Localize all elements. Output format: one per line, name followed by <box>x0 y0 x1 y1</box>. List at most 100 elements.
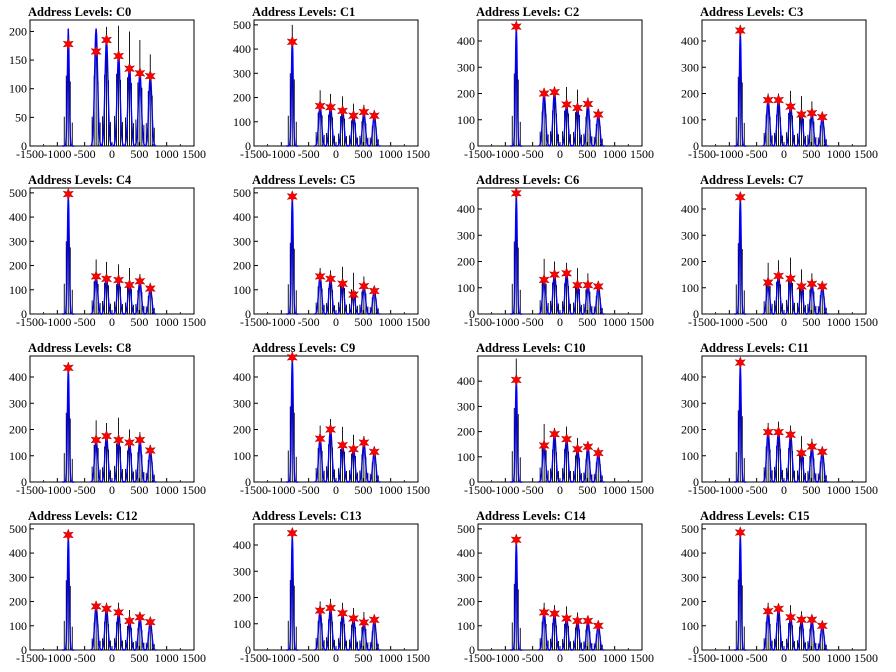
x-tick-label: -500 <box>298 147 320 161</box>
y-tick-label: 200 <box>233 591 251 605</box>
chart-panel: Address Levels: C13 0 100 200 300 400 -1500 -10… <box>224 504 448 672</box>
y-tick-label: 400 <box>233 42 251 56</box>
x-tick-label: 500 <box>354 315 372 329</box>
peak-marker <box>336 277 349 291</box>
y-tick-label: 200 <box>233 259 251 273</box>
peak-marker <box>582 97 594 111</box>
histogram-plot: 0 100 200 300 400 -1500 -1000 -500 0 500 1000 1500 <box>457 186 654 329</box>
chart-panel: Address Levels: C5 0 100 200 300 400 500 -1500-… <box>224 168 448 336</box>
x-tick-label: 0 <box>557 651 563 665</box>
x-tick-label: -1000 <box>43 147 71 161</box>
x-tick-label: 1500 <box>630 651 654 665</box>
x-tick-label: -1000 <box>267 651 295 665</box>
x-tick-label: 0 <box>109 147 115 161</box>
x-tick-label: -500 <box>74 315 96 329</box>
x-tick-label: 0 <box>109 651 115 665</box>
x-tick-label: 500 <box>354 483 372 497</box>
y-tick-label: 400 <box>457 374 475 388</box>
x-tick-label: 1000 <box>155 651 179 665</box>
peak-marker <box>90 600 102 613</box>
plot-frame <box>253 19 419 147</box>
peak-marker <box>784 100 797 113</box>
histogram-plot: 0 50 100 150 200 -1500 -1000 -500 0 500 1000 1500 <box>9 19 206 161</box>
chart-panel: Address Levels: C2 0 100 200 300 400 -1500 -100… <box>448 0 672 168</box>
y-tick-label: 200 <box>681 595 699 609</box>
y-tick-label: 100 <box>457 281 475 295</box>
x-tick-label: 500 <box>578 315 596 329</box>
y-tick-label: 200 <box>233 91 251 105</box>
peak-marker <box>538 606 550 619</box>
y-tick-label: 300 <box>9 570 27 584</box>
peak-marker <box>144 444 156 457</box>
y-tick-label: 400 <box>233 210 251 224</box>
x-tick-label: -1000 <box>715 483 743 497</box>
histogram-plot: 0 100 200 300 400 -1500 -1000 -500 0 500 1000 1500 <box>681 355 878 497</box>
peak-marker <box>123 278 136 292</box>
histogram-plot: 0 100 200 300 400 500 -1500 -1000 -500 0 500 1000 15… <box>233 186 430 329</box>
plot-frame <box>477 19 643 147</box>
x-tick-label: -500 <box>522 483 544 497</box>
chart-panel: Address Levels: C8 0 100 200 300 400 -1500 -100… <box>0 336 224 504</box>
x-tick-label: 500 <box>802 147 820 161</box>
y-tick-label: 300 <box>233 234 251 248</box>
chart-panel: Address Levels: C7 0 100 200 300 400 -1500 -100… <box>672 168 896 336</box>
y-tick-label: 100 <box>681 449 699 463</box>
peak-marker <box>325 423 337 436</box>
x-tick-label: -1500 <box>240 315 268 329</box>
peak-marker <box>358 616 370 629</box>
chart-title: Address Levels: C6 <box>476 173 580 187</box>
x-tick-label: -500 <box>74 147 96 161</box>
x-tick-label: 1000 <box>603 651 627 665</box>
peak-marker <box>816 280 828 293</box>
peak-marker <box>592 108 604 121</box>
y-tick-label: 400 <box>681 34 699 48</box>
y-tick-label: 400 <box>457 34 475 48</box>
histogram-plot: 0 100 200 300 400 -1500 -1000 -500 0 500 1000 1500 <box>681 19 878 161</box>
x-tick-label: 1500 <box>854 315 878 329</box>
x-tick-label: 500 <box>578 483 596 497</box>
chart-title: Address Levels: C12 <box>28 509 138 523</box>
chart-title: Address Levels: C3 <box>700 5 804 19</box>
x-tick-label: -500 <box>298 651 320 665</box>
plot-frame <box>29 19 195 147</box>
y-tick-label: 0 <box>469 643 475 657</box>
x-tick-label: 1000 <box>379 315 403 329</box>
x-tick-label: -1500 <box>240 483 268 497</box>
x-tick-label: 500 <box>578 651 596 665</box>
peak-marker <box>358 105 370 119</box>
x-tick-label: -1000 <box>43 315 71 329</box>
peak-marker <box>286 35 298 49</box>
x-tick-label: 1000 <box>379 147 403 161</box>
x-tick-label: 500 <box>130 147 148 161</box>
peak-marker <box>560 612 573 625</box>
peak-marker <box>286 526 298 540</box>
fit-curve <box>62 28 75 147</box>
plot-frame <box>477 355 643 483</box>
peak-marker <box>816 619 828 633</box>
y-tick-label: 100 <box>457 113 475 127</box>
peak-marker <box>347 442 360 456</box>
x-tick-label: -500 <box>522 147 544 161</box>
x-tick-label: 1500 <box>854 651 878 665</box>
y-tick-label: 0 <box>245 475 251 489</box>
x-tick-label: -1000 <box>43 483 71 497</box>
chart-panel: Address Levels: C0 0 50 100 150 200 -1500 -1000… <box>0 0 224 168</box>
y-tick-label: 100 <box>233 449 251 463</box>
peak-marker <box>560 98 573 111</box>
x-tick-label: -1500 <box>464 147 492 161</box>
peak-marker <box>772 93 785 107</box>
peak-marker <box>62 37 74 51</box>
x-tick-label: 1500 <box>630 147 654 161</box>
y-tick-label: 0 <box>469 307 475 321</box>
peak-marker <box>123 62 136 76</box>
plot-frame <box>477 523 643 651</box>
y-tick-label: 200 <box>9 24 27 38</box>
plot-frame <box>701 523 867 651</box>
peak-marker <box>772 602 785 616</box>
x-tick-label: 1500 <box>406 483 430 497</box>
x-tick-label: 500 <box>802 483 820 497</box>
y-tick-label: 100 <box>9 283 27 297</box>
chart-title: Address Levels: C0 <box>28 5 132 19</box>
chart-title: Address Levels: C10 <box>476 341 586 355</box>
peak-marker <box>772 269 785 283</box>
